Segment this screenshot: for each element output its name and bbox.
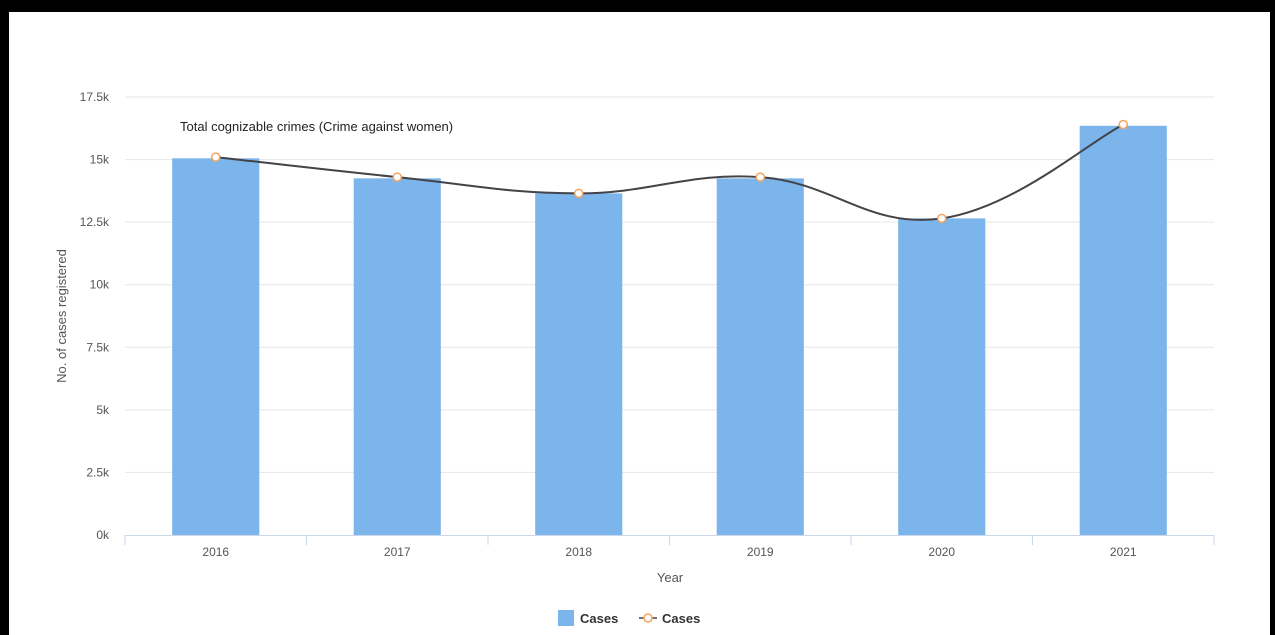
legend-item-bar[interactable]: Cases [558, 610, 618, 626]
legend-label-bar: Cases [580, 611, 618, 626]
gridlines: 0k 2.5k 5k 7.5k 10k 12.5k 15k 17.5k [80, 90, 1214, 542]
bar [1079, 125, 1167, 535]
x-tick-label: 2020 [928, 545, 955, 559]
y-tick-label: 7.5k [86, 340, 110, 354]
bar [172, 158, 260, 535]
line-point [755, 172, 765, 182]
chart-title: Total cognizable crimes (Crime against w… [180, 119, 453, 134]
line-path [215, 123, 1124, 221]
bar [898, 218, 986, 536]
x-tick-label: 2017 [384, 545, 411, 559]
bar [353, 178, 441, 536]
legend-label-line: Cases [662, 611, 700, 626]
bar [535, 193, 623, 536]
line-point [574, 188, 584, 199]
y-tick-label: 17.5k [80, 90, 110, 104]
legend-item-line[interactable]: Cases [639, 611, 700, 626]
legend-line-marker-icon [643, 613, 653, 623]
y-tick-label: 15k [90, 153, 110, 167]
y-tick-label: 12.5k [80, 215, 110, 229]
line-series [211, 119, 1128, 224]
line-point [1118, 119, 1128, 130]
x-axis: 2016 2017 2018 2019 2020 2021 [124, 535, 1215, 559]
x-tick-label: 2018 [565, 545, 592, 559]
line-point [211, 152, 221, 162]
legend[interactable]: Cases Cases [558, 610, 700, 626]
legend-bar-swatch [558, 610, 574, 626]
x-axis-title: Year [657, 570, 684, 585]
y-axis-title: No. of cases registered [54, 249, 69, 383]
x-tick-label: 2016 [202, 545, 229, 559]
y-tick-label: 0k [96, 528, 110, 542]
x-tick-label: 2021 [1110, 545, 1137, 559]
bar [716, 178, 804, 536]
bar-series [172, 125, 1167, 536]
line-point [937, 213, 947, 224]
y-tick-label: 10k [90, 278, 110, 292]
chart-panel: 0k 2.5k 5k 7.5k 10k 12.5k 15k 17.5k 2016 2017 201… [9, 12, 1270, 635]
x-tick-label: 2019 [747, 545, 774, 559]
y-tick-label: 2.5k [86, 465, 110, 479]
line-point [392, 172, 402, 182]
y-tick-label: 5k [96, 403, 110, 417]
